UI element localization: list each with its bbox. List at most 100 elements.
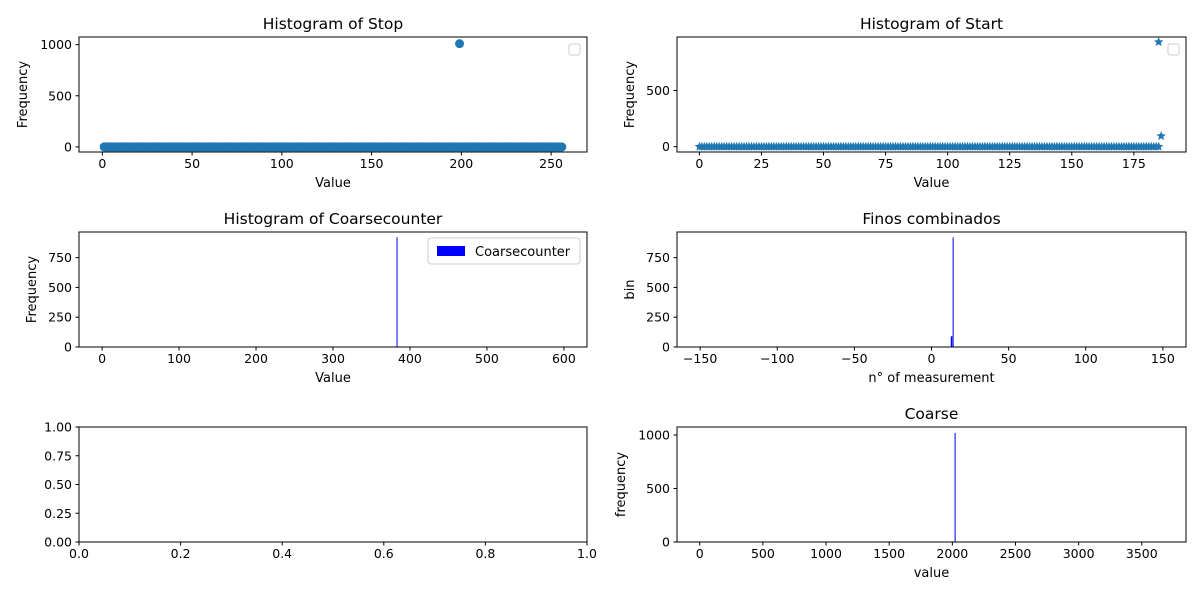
x-tick-label: 0.2 xyxy=(171,546,191,561)
data-point xyxy=(557,142,567,152)
subplot-coarse: 0 500 1000 1500 2000 2500 3000 3500 0 500 1000 Coar… xyxy=(614,405,1187,581)
subplot-start: 0 25 50 75 100 125 150 175 0 500 Histogram of Star… xyxy=(623,15,1187,191)
x-tick-label: 0.6 xyxy=(374,546,394,561)
x-tick-label: 150 xyxy=(1060,156,1084,171)
y-tick-label: 750 xyxy=(48,250,72,265)
y-tick-label: 1000 xyxy=(40,37,72,52)
axes-frame xyxy=(676,36,1187,153)
y-axis-label: Frequency xyxy=(623,61,638,128)
axes-frame xyxy=(676,426,1187,543)
x-tick-label: 400 xyxy=(398,351,422,366)
x-tick-label: 50 xyxy=(1001,351,1017,366)
x-tick-label: 1500 xyxy=(873,546,905,561)
x-tick-label: 0 xyxy=(695,156,703,171)
bar xyxy=(950,336,953,347)
x-tick-label: 0 xyxy=(98,156,106,171)
x-tick-label: 600 xyxy=(552,351,576,366)
bar xyxy=(954,432,956,542)
x-tick-label: 100 xyxy=(167,351,191,366)
x-tick-label: −150 xyxy=(683,351,717,366)
x-tick-label: −50 xyxy=(841,351,867,366)
bar xyxy=(396,237,398,347)
y-tick-label: 0 xyxy=(662,139,670,154)
x-tick-label: 0.0 xyxy=(69,546,89,561)
chart-title: Histogram of Stop xyxy=(263,15,403,33)
y-tick-label: 250 xyxy=(48,310,72,325)
plot-area xyxy=(954,432,956,542)
axes-frame xyxy=(78,36,588,153)
y-tick-label: 0 xyxy=(64,340,72,355)
y-tick-label: 0.00 xyxy=(44,535,72,550)
x-tick-label: 200 xyxy=(449,156,473,171)
axes-frame xyxy=(676,231,1187,348)
x-tick-label: 150 xyxy=(360,156,384,171)
x-axis-label: Value xyxy=(315,371,351,386)
bar xyxy=(952,237,954,347)
y-tick-label: 250 xyxy=(646,310,670,325)
y-tick-label: 500 xyxy=(646,280,670,295)
x-axis-label: Value xyxy=(914,176,950,191)
y-tick-label: 500 xyxy=(48,88,72,103)
x-axis-label: value xyxy=(914,566,950,581)
x-tick-label: 300 xyxy=(321,351,345,366)
x-axis-label: n° of measurement xyxy=(868,371,994,386)
x-tick-label: −100 xyxy=(760,351,794,366)
x-tick-label: 0.8 xyxy=(475,546,495,561)
x-tick-label: 125 xyxy=(998,156,1022,171)
legend: Coarsecounter xyxy=(427,237,581,265)
chart-title: Coarse xyxy=(905,405,959,423)
y-tick-label: 0 xyxy=(64,139,72,154)
y-tick-label: 750 xyxy=(646,250,670,265)
y-tick-label: 0.75 xyxy=(44,448,72,463)
subplot-finos: −150 −100 −50 0 50 100 150 0 250 500 750 Finos comb… xyxy=(623,210,1187,386)
x-tick-label: 1.0 xyxy=(577,546,597,561)
legend-swatch xyxy=(437,246,465,256)
data-point xyxy=(1156,131,1166,141)
plot-area xyxy=(950,237,954,347)
data-point xyxy=(455,39,465,49)
x-tick-label: 0 xyxy=(928,351,936,366)
x-tick-label: 75 xyxy=(878,156,894,171)
x-tick-label: 500 xyxy=(475,351,499,366)
x-tick-label: 50 xyxy=(816,156,832,171)
x-tick-label: 175 xyxy=(1122,156,1146,171)
x-tick-label: 50 xyxy=(184,156,200,171)
x-tick-label: 3000 xyxy=(1063,546,1095,561)
x-tick-label: 500 xyxy=(751,546,775,561)
data-point xyxy=(1153,37,1164,47)
x-axis-label: Value xyxy=(315,176,351,191)
chart-title: Histogram of Start xyxy=(860,15,1003,33)
x-tick-label: 1000 xyxy=(810,546,842,561)
x-tick-label: 2500 xyxy=(1000,546,1032,561)
subplot-coarsecounter: 0 100 200 300 400 500 600 0 250 500 750 Histogram o… xyxy=(25,210,588,386)
subplot-stop: 0 50 100 150 200 250 0 500 1000 Histogram of Stop… xyxy=(16,15,588,191)
y-tick-label: 0 xyxy=(662,535,670,550)
x-tick-label: 25 xyxy=(753,156,769,171)
legend-box xyxy=(568,43,581,56)
x-tick-label: 150 xyxy=(1151,351,1175,366)
axes-frame xyxy=(78,426,588,543)
legend-box xyxy=(1167,43,1180,56)
x-tick-label: 250 xyxy=(539,156,563,171)
x-tick-label: 2000 xyxy=(936,546,968,561)
chart-title: Histogram of Coarsecounter xyxy=(224,210,443,228)
y-tick-label: 500 xyxy=(48,280,72,295)
plot-area xyxy=(694,37,1166,151)
x-tick-label: 0 xyxy=(98,351,106,366)
x-tick-label: 3500 xyxy=(1126,546,1158,561)
y-axis-label: Frequency xyxy=(25,256,40,323)
y-tick-label: 0.25 xyxy=(44,506,72,521)
legend-label: Coarsecounter xyxy=(475,245,571,260)
x-tick-label: 200 xyxy=(244,351,268,366)
y-axis-label: frequency xyxy=(614,452,629,518)
plot-area xyxy=(396,237,398,347)
y-tick-label: 1000 xyxy=(638,428,670,443)
legend-box xyxy=(427,237,581,265)
x-tick-label: 100 xyxy=(270,156,294,171)
y-tick-label: 0 xyxy=(662,340,670,355)
y-axis-label: Frequency xyxy=(16,61,31,128)
x-tick-label: 100 xyxy=(1074,351,1098,366)
data-point xyxy=(1153,141,1164,151)
x-tick-label: 100 xyxy=(936,156,960,171)
